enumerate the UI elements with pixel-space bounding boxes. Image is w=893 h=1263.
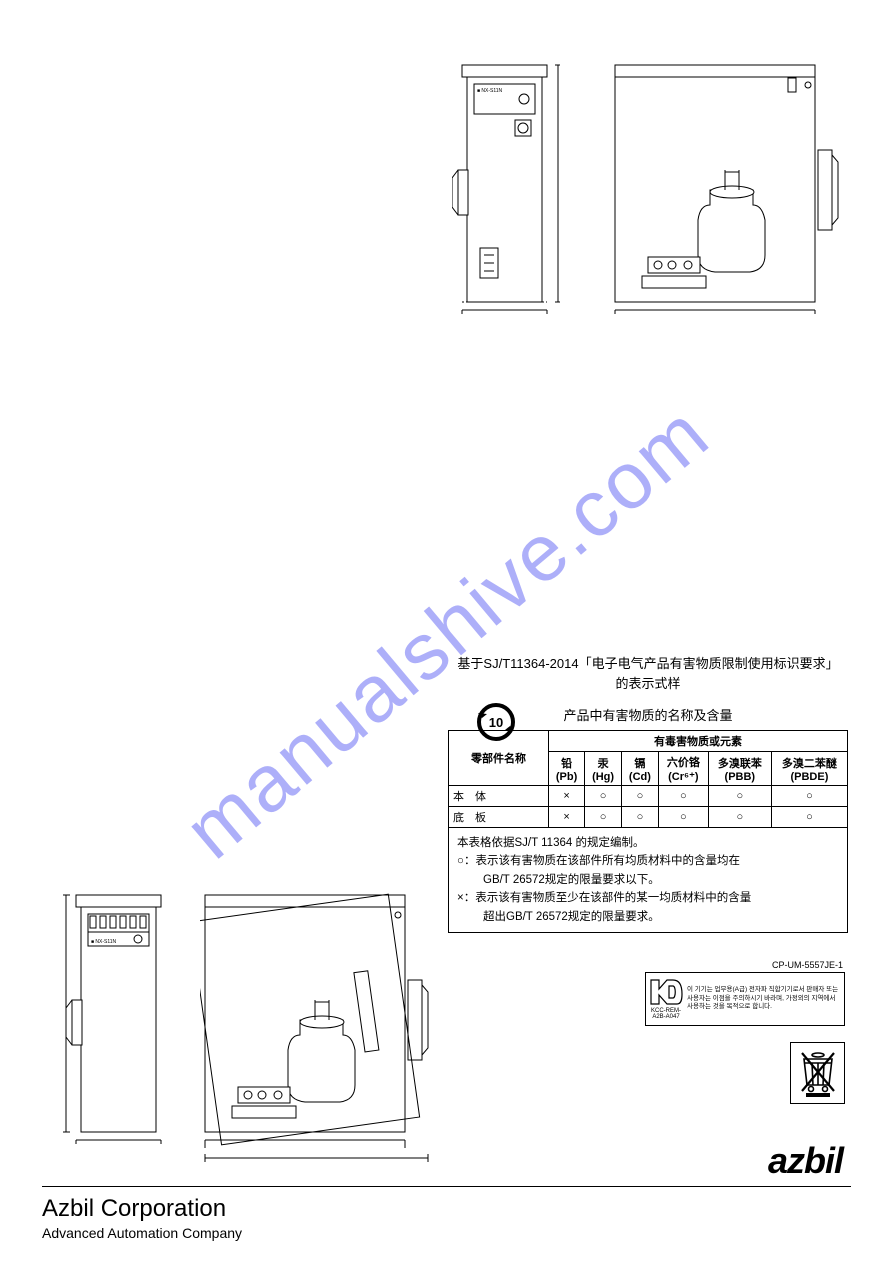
col-cd: 镉(Cd) <box>622 752 659 786</box>
hazard-notes: 本表格依据SJ/T 11364 的规定编制。 ○：表示该有害物质在该部件所有均质… <box>448 828 848 933</box>
kc-cert-box: KCC-REM-A2B-A047 이 기기는 업무용(A급) 전자파 직합기기로… <box>645 972 845 1026</box>
note3b: 超出GB/T 26572规定的限量要求。 <box>457 908 839 926</box>
kc-id: KCC-REM-A2B-A047 <box>649 1008 683 1020</box>
diagram-top-front: ■ NX-S11N <box>452 60 572 315</box>
col-cr: 六价铬(Cr⁶⁺) <box>658 752 708 786</box>
svg-text:■ NX-S11N: ■ NX-S11N <box>477 88 503 94</box>
brand-logo: azbil <box>768 1140 843 1182</box>
col-group: 有毒害物质或元素 <box>549 731 848 752</box>
svg-text:■ NX-S11N: ■ NX-S11N <box>91 939 117 945</box>
company-tagline: Advanced Automation Company <box>42 1225 242 1241</box>
diagram-top-side <box>610 60 845 315</box>
diagram-bottom-side <box>200 890 435 1170</box>
weee-bin-icon <box>800 1049 836 1097</box>
table-row: 底 板 × ○ ○ ○ ○ ○ <box>449 807 848 828</box>
divider-line <box>42 1186 851 1187</box>
note3a: ×：表示该有害物质至少在该部件的某一均质材料中的含量 <box>457 889 839 907</box>
diagram-bottom-front: ■ NX-S11N <box>58 890 178 1145</box>
table-row: 本 体 × ○ ○ ○ ○ ○ <box>449 786 848 807</box>
company-name: Azbil Corporation <box>42 1195 242 1223</box>
eco-years-badge: 10 <box>474 700 518 749</box>
hazard-title-l1: 基于SJ/T11364-2014「电子电气产品有害物质限制使用标识要求」 <box>457 656 838 671</box>
note2b: GB/T 26572规定的限量要求以下。 <box>457 871 839 889</box>
doc-code: CP-UM-5557JE-1 <box>772 960 843 970</box>
kc-text: 이 기기는 업무용(A급) 전자파 직합기기로서 판매자 또는 사용자는 이점을… <box>687 986 841 1011</box>
hazard-section: 基于SJ/T11364-2014「电子电气产品有害物质限制使用标识要求」 的表示… <box>448 654 848 933</box>
note2a: ○：表示该有害物质在该部件所有均质材料中的含量均在 <box>457 852 839 870</box>
company-block: Azbil Corporation Advanced Automation Co… <box>42 1195 242 1241</box>
hazard-title: 基于SJ/T11364-2014「电子电气产品有害物质限制使用标识要求」 的表示… <box>448 654 848 693</box>
kc-mark-icon: KCC-REM-A2B-A047 <box>649 978 683 1020</box>
hazard-title-l2: 的表示式样 <box>615 676 680 691</box>
note1: 本表格依据SJ/T 11364 的规定编制。 <box>457 834 839 852</box>
weee-box <box>790 1042 845 1104</box>
col-pb: 铅(Pb) <box>549 752 585 786</box>
col-pbde: 多溴二苯醚(PBDE) <box>771 752 847 786</box>
col-hg: 汞(Hg) <box>585 752 622 786</box>
svg-text:10: 10 <box>489 715 503 730</box>
col-pbb: 多溴联苯(PBB) <box>708 752 771 786</box>
